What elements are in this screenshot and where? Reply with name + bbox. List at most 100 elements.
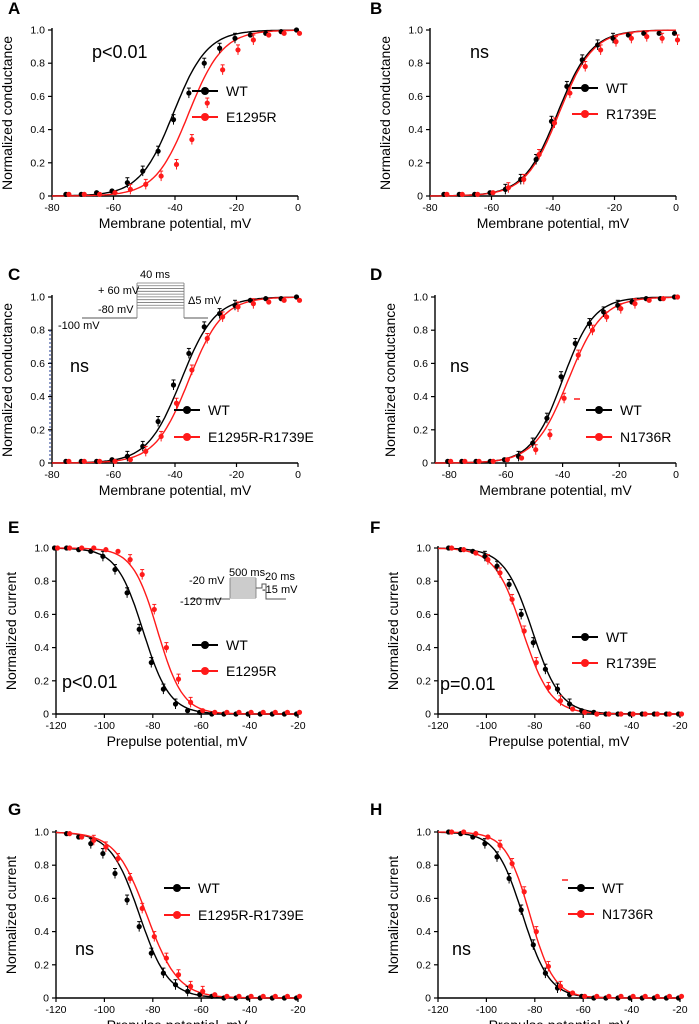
fit-curve-E1295R [52, 29, 298, 197]
panel-letter: E [8, 518, 19, 537]
y-tick-label: 0.2 [413, 424, 428, 436]
x-tick-label: -100 [476, 720, 497, 732]
y-axis-title: Normalized conductance [0, 303, 15, 457]
protocol-duration-label: 40 ms [140, 269, 170, 281]
data-point [212, 992, 218, 998]
data-point [557, 698, 564, 704]
y-tick-label: 0.6 [408, 91, 423, 103]
y-tick-label: 0 [39, 458, 45, 470]
data-point [674, 294, 681, 300]
x-axis-title: Prepulse potential, mV [107, 733, 249, 749]
x-tick-label: -40 [242, 1004, 257, 1016]
data-point [497, 842, 503, 848]
legend-label-R1739E: R1739E [606, 655, 657, 671]
y-tick-label: 1.0 [416, 827, 431, 839]
y-axis-title: Normalized current [3, 572, 19, 690]
y-axis-title: Normalized conductance [377, 36, 393, 190]
data-point [284, 709, 290, 715]
data-point [678, 993, 685, 999]
data-point [212, 709, 218, 715]
y-tick-label: 0 [425, 993, 431, 1005]
data-point [272, 993, 278, 999]
legend-label-N1736R: N1736R [620, 429, 671, 445]
legend-label-E1295R-R1739E: E1295R-R1739E [208, 429, 314, 445]
x-tick-label: -60 [576, 1004, 591, 1016]
data-point [293, 294, 300, 300]
panel-letter: F [370, 518, 380, 537]
data-point [459, 191, 465, 197]
stat-annotation: ns [75, 939, 94, 959]
y-tick-label: 0.8 [416, 576, 431, 588]
data-point [250, 37, 256, 43]
x-tick-label: -100 [94, 720, 115, 732]
data-point [140, 168, 146, 174]
y-axis-title: Normalized current [3, 856, 19, 974]
y-tick-label: 0.6 [416, 893, 431, 905]
y-tick-label: 1.0 [413, 292, 428, 304]
data-point [461, 547, 467, 553]
fit-curve-E1295R-R1739E [52, 296, 298, 464]
stat-annotation: p<0.01 [92, 42, 148, 62]
data-point [296, 30, 303, 36]
data-point [544, 415, 550, 421]
data-point [518, 907, 524, 913]
data-point [594, 993, 600, 999]
data-point [204, 100, 210, 106]
data-point [103, 547, 109, 553]
data-point [151, 933, 157, 940]
data-point [67, 545, 73, 551]
protocol-inset-inactivation: 500 ms -20 mV -120 mV 20 ms-15 mV [180, 567, 298, 608]
data-point [175, 972, 182, 978]
data-point [220, 314, 226, 320]
legend-marker [581, 84, 589, 92]
data-point [67, 831, 73, 837]
y-tick-label: 1.0 [30, 25, 45, 37]
data-point [582, 63, 588, 70]
data-point [248, 993, 254, 999]
legend-marker [581, 633, 589, 641]
data-point [201, 60, 207, 66]
data-point [81, 191, 87, 197]
fit-curve-WT [52, 29, 298, 197]
data-point [148, 950, 154, 956]
data-point [127, 186, 133, 192]
y-tick-label: 0.6 [34, 893, 49, 905]
legend-marker [581, 110, 589, 118]
legend-marker [201, 87, 209, 95]
x-axis-title: Prepulse potential, mV [489, 1017, 631, 1024]
data-point [530, 640, 536, 646]
y-tick-label: 0.4 [413, 391, 428, 403]
protocol-vmax-label: + 60 mV [98, 285, 140, 297]
data-point [140, 443, 146, 449]
y-tick-label: 0 [417, 191, 423, 203]
data-point [628, 35, 634, 41]
data-point [660, 296, 666, 302]
data-point [595, 42, 601, 48]
data-point [448, 458, 454, 464]
y-tick-label: 0 [422, 458, 428, 470]
data-point [473, 550, 479, 556]
data-point [476, 458, 482, 464]
data-point [79, 834, 85, 840]
y-tick-label: 0.4 [34, 926, 49, 938]
data-point [475, 191, 481, 197]
x-tick-label: -80 [422, 202, 437, 214]
data-point [296, 993, 303, 999]
x-tick-label: -60 [194, 720, 209, 732]
data-point [115, 548, 121, 554]
x-tick-label: -40 [624, 1004, 639, 1016]
data-point [504, 457, 510, 463]
protocol-vpre-label: -80 mV [98, 304, 134, 316]
protocol-vpre-label: -20 mV [189, 575, 225, 587]
data-point [281, 30, 287, 36]
data-point [449, 545, 455, 551]
data-point [115, 855, 121, 862]
legend-marker [595, 406, 603, 414]
data-point [618, 306, 624, 312]
data-point [81, 458, 87, 464]
y-axis-title: Normalized conductance [382, 303, 398, 457]
data-point [266, 32, 272, 38]
x-tick-label: -60 [484, 202, 499, 214]
data-point [642, 993, 648, 999]
y-tick-label: 0.4 [30, 391, 45, 403]
